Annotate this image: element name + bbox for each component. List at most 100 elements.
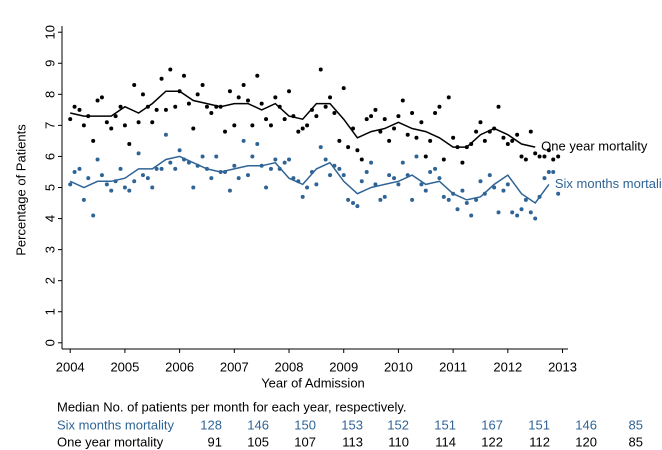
x-tick-label: 2007 — [220, 359, 249, 374]
data-point — [515, 213, 520, 218]
data-point — [464, 201, 469, 206]
data-point — [546, 169, 551, 174]
data-point — [337, 166, 342, 171]
table-cell: 151 — [528, 417, 550, 432]
data-point — [245, 98, 250, 103]
data-point — [140, 173, 145, 178]
data-point — [414, 154, 419, 159]
data-point — [455, 207, 460, 212]
data-point — [446, 95, 451, 100]
data-point — [428, 138, 433, 143]
data-point — [359, 157, 364, 162]
data-point — [140, 92, 145, 97]
data-point — [282, 117, 287, 122]
data-point — [505, 142, 510, 147]
data-point — [364, 169, 369, 174]
data-point — [77, 107, 82, 112]
data-point — [227, 89, 232, 94]
data-point — [255, 142, 260, 147]
data-point — [200, 154, 205, 159]
data-point — [474, 129, 479, 134]
data-point — [323, 157, 328, 162]
data-point — [433, 166, 438, 171]
data-point — [104, 120, 109, 125]
data-point — [551, 157, 556, 162]
table-cell: 91 — [208, 434, 222, 449]
data-point — [241, 83, 246, 88]
data-point — [392, 126, 397, 131]
data-point — [150, 120, 155, 125]
data-point — [250, 154, 255, 159]
data-point — [127, 188, 132, 193]
data-point — [282, 160, 287, 165]
data-point — [533, 151, 538, 156]
data-point — [122, 185, 127, 190]
data-point — [346, 197, 351, 202]
y-tick-label: 10 — [42, 25, 57, 39]
data-point — [523, 197, 528, 202]
data-point — [419, 120, 424, 125]
data-point — [99, 173, 104, 178]
data-point — [118, 166, 123, 171]
table-cell: 122 — [481, 434, 503, 449]
data-point — [68, 117, 73, 122]
data-point — [236, 95, 241, 100]
table-cell: 152 — [387, 417, 409, 432]
data-point — [496, 210, 501, 215]
data-point — [236, 176, 241, 181]
data-point — [423, 154, 428, 159]
data-point — [191, 126, 196, 131]
y-tick-label: 8 — [42, 91, 57, 98]
data-point — [95, 157, 100, 162]
data-point — [396, 182, 401, 187]
data-point — [250, 123, 255, 128]
table-cell: 113 — [342, 434, 363, 449]
data-point — [528, 129, 533, 134]
data-point — [300, 194, 305, 199]
data-point — [68, 182, 73, 187]
data-point — [378, 197, 383, 202]
x-tick-label: 2008 — [275, 359, 304, 374]
data-point — [382, 194, 387, 199]
data-point — [232, 163, 237, 168]
data-point — [446, 197, 451, 202]
data-point — [154, 107, 159, 112]
data-point — [273, 157, 278, 162]
data-point — [378, 129, 383, 134]
data-point — [546, 148, 551, 153]
data-point — [428, 169, 433, 174]
data-point — [154, 166, 159, 171]
line-label: One year mortality — [541, 139, 648, 154]
data-point — [519, 207, 524, 212]
data-point — [163, 132, 168, 137]
data-point — [423, 188, 428, 193]
data-point — [405, 132, 410, 137]
data-point — [556, 154, 561, 159]
data-point — [346, 145, 351, 150]
line-label: Six months mortality — [555, 176, 662, 191]
data-point — [337, 138, 342, 143]
data-point — [177, 148, 182, 153]
data-point — [136, 151, 141, 156]
data-point — [209, 176, 214, 181]
data-point — [369, 114, 374, 119]
data-point — [287, 157, 292, 162]
data-point — [400, 160, 405, 165]
data-point — [478, 120, 483, 125]
table-cell: 112 — [529, 434, 550, 449]
data-point — [204, 104, 209, 109]
x-tick-label: 2012 — [493, 359, 522, 374]
x-tick-label: 2011 — [439, 359, 467, 374]
table-title: Median No. of patients per month for eac… — [57, 399, 407, 414]
data-point — [382, 117, 387, 122]
data-point — [519, 154, 524, 159]
data-point — [433, 110, 438, 115]
data-point — [268, 166, 273, 171]
data-point — [145, 176, 150, 181]
data-point — [542, 154, 547, 159]
table-cell: 153 — [341, 417, 363, 432]
table-cell: 85 — [629, 417, 643, 432]
data-point — [400, 98, 405, 103]
data-point — [305, 123, 310, 128]
table-cell: 167 — [481, 417, 503, 432]
